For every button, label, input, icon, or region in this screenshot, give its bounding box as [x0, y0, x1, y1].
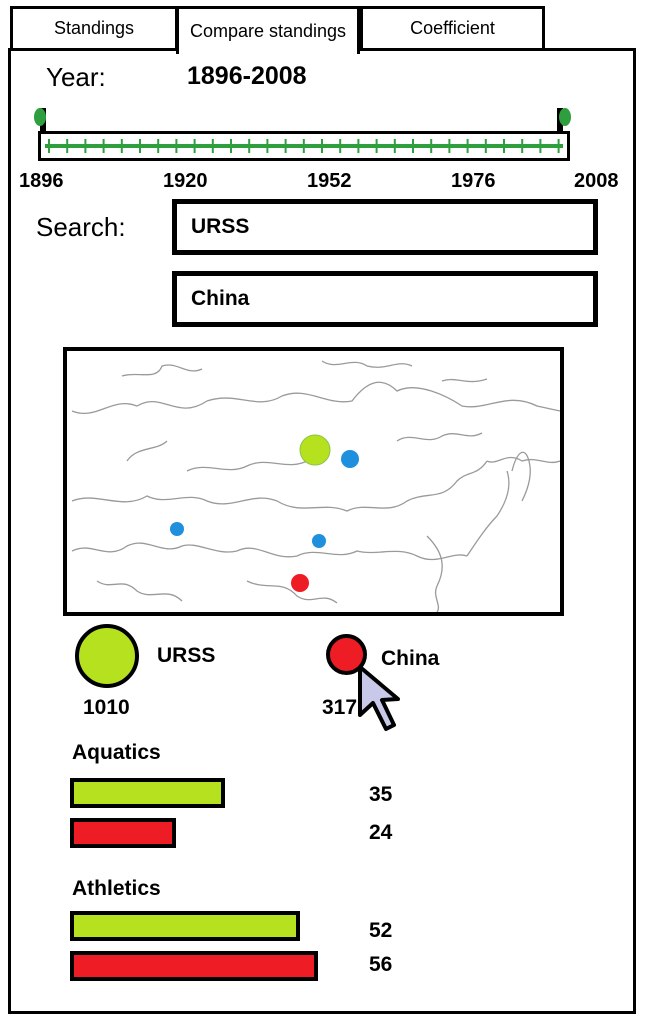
value-label-athletics-urss: 52 — [369, 919, 393, 942]
slider-start-handle[interactable] — [34, 108, 46, 132]
urss-legend-name: URSS — [157, 644, 216, 667]
slider-rail — [45, 139, 563, 153]
bar-aquatics-urss — [70, 778, 225, 808]
chart-title-athletics: Athletics — [72, 877, 161, 900]
tab-standings[interactable]: Standings — [10, 6, 178, 48]
urss-total: 1010 — [83, 696, 130, 719]
map-outline — [71, 360, 560, 612]
search-label: Search: — [36, 212, 126, 242]
tick-label: 1896 — [19, 170, 64, 192]
tick-label: 1976 — [451, 170, 496, 192]
tab-coefficient[interactable]: Coefficient — [360, 6, 545, 48]
china-marker[interactable] — [291, 574, 309, 592]
country-marker[interactable] — [170, 522, 184, 536]
map-markers — [170, 434, 359, 592]
medal-map[interactable] — [63, 347, 564, 616]
mouse-pointer-icon — [358, 665, 400, 731]
china-legend-circle[interactable] — [326, 634, 367, 675]
start-handle-knob — [34, 108, 46, 126]
bar-athletics-china — [70, 951, 318, 981]
urss-legend-circle — [75, 624, 139, 688]
tick-label: 1920 — [163, 170, 208, 192]
country-marker[interactable] — [341, 450, 359, 468]
bar-aquatics-china — [70, 818, 176, 848]
value-label-athletics-china: 56 — [369, 953, 393, 976]
slider-end-handle[interactable] — [557, 108, 571, 132]
country1-search-input[interactable]: URSS — [172, 199, 598, 255]
country-marker[interactable] — [312, 534, 326, 548]
tick-label: 2008 — [574, 170, 619, 192]
china-legend-name: China — [381, 647, 440, 670]
tab-compare-standings[interactable]: Compare standings — [176, 6, 360, 54]
value-label-aquatics-urss: 35 — [369, 783, 393, 806]
bar-athletics-urss — [70, 911, 300, 941]
year-label: Year: — [46, 62, 106, 92]
year-range-value: 1896-2008 — [187, 62, 307, 90]
tick-label: 1952 — [307, 170, 352, 192]
china-total: 317 — [322, 696, 358, 719]
end-handle-knob — [559, 108, 571, 126]
chart-title-aquatics: Aquatics — [72, 741, 161, 764]
year-range-slider[interactable] — [38, 131, 570, 161]
country2-search-input[interactable]: China — [172, 271, 598, 327]
value-label-aquatics-china: 24 — [369, 821, 393, 844]
urss-marker[interactable] — [299, 434, 331, 466]
